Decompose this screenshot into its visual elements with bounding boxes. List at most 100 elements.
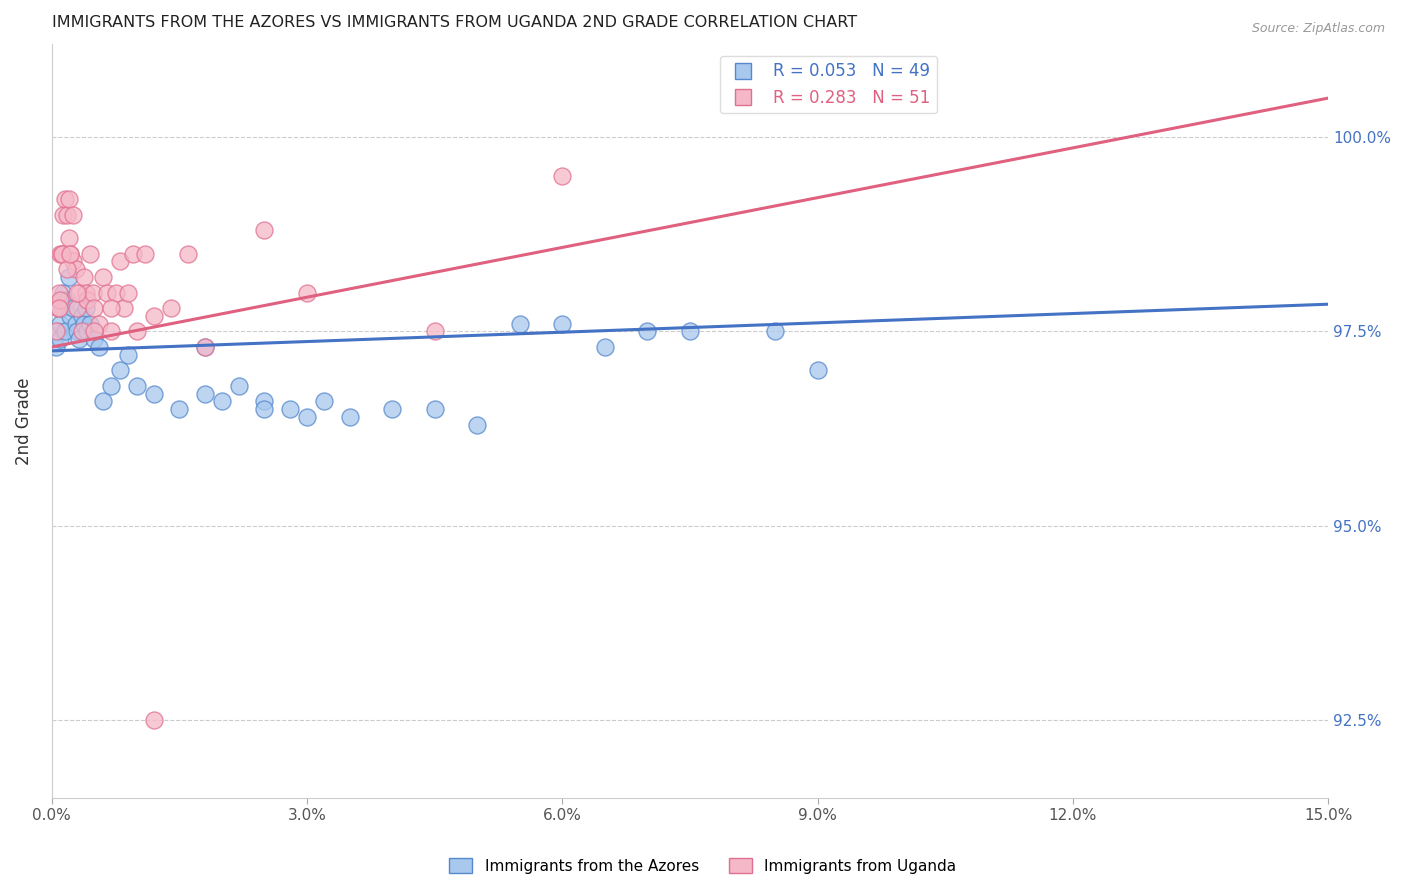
Point	[58, 270, 80, 285]
Point	[117, 285, 139, 300]
Point	[49, 293, 72, 308]
Point	[108, 254, 131, 268]
Legend: Immigrants from the Azores, Immigrants from Uganda: Immigrants from the Azores, Immigrants f…	[443, 852, 963, 880]
Point	[339, 409, 361, 424]
Point	[79, 317, 101, 331]
Point	[763, 325, 786, 339]
Point	[75, 285, 97, 300]
Point	[59, 246, 82, 260]
Point	[104, 285, 127, 300]
Point	[87, 340, 110, 354]
Point	[91, 394, 114, 409]
Point	[312, 394, 335, 409]
Point	[194, 386, 217, 401]
Point	[56, 208, 79, 222]
Point	[53, 192, 76, 206]
Point	[295, 409, 318, 424]
Point	[45, 325, 67, 339]
Point	[142, 309, 165, 323]
Point	[551, 317, 574, 331]
Point	[177, 246, 200, 260]
Point	[76, 293, 98, 308]
Point	[100, 301, 122, 315]
Point	[96, 285, 118, 300]
Point	[211, 394, 233, 409]
Point	[253, 402, 276, 417]
Point	[194, 340, 217, 354]
Point	[100, 379, 122, 393]
Point	[121, 246, 143, 260]
Point	[423, 325, 446, 339]
Text: IMMIGRANTS FROM THE AZORES VS IMMIGRANTS FROM UGANDA 2ND GRADE CORRELATION CHART: IMMIGRANTS FROM THE AZORES VS IMMIGRANTS…	[52, 15, 856, 30]
Point	[53, 325, 76, 339]
Point	[65, 317, 87, 331]
Point	[66, 285, 89, 300]
Point	[73, 270, 96, 285]
Point	[51, 301, 73, 315]
Point	[49, 317, 72, 331]
Point	[509, 317, 531, 331]
Point	[125, 379, 148, 393]
Point	[228, 379, 250, 393]
Point	[66, 301, 89, 315]
Point	[82, 285, 104, 300]
Point	[65, 262, 87, 277]
Text: Source: ZipAtlas.com: Source: ZipAtlas.com	[1251, 22, 1385, 36]
Point	[73, 317, 96, 331]
Point	[381, 402, 404, 417]
Point	[48, 285, 70, 300]
Point	[100, 325, 122, 339]
Point	[48, 301, 70, 315]
Point	[91, 270, 114, 285]
Point	[636, 325, 658, 339]
Point	[806, 363, 828, 377]
Point	[48, 301, 70, 315]
Point	[59, 309, 82, 323]
Point	[253, 223, 276, 237]
Point	[58, 192, 80, 206]
Point	[51, 246, 73, 260]
Point	[142, 714, 165, 728]
Point	[112, 301, 135, 315]
Point	[46, 325, 69, 339]
Point	[49, 246, 72, 260]
Point	[465, 417, 488, 432]
Legend: R = 0.053   N = 49, R = 0.283   N = 51: R = 0.053 N = 49, R = 0.283 N = 51	[720, 56, 936, 113]
Point	[117, 348, 139, 362]
Point	[49, 332, 72, 346]
Point	[83, 325, 105, 339]
Point	[134, 246, 156, 260]
Point	[83, 301, 105, 315]
Point	[295, 285, 318, 300]
Point	[67, 332, 90, 346]
Point	[56, 293, 79, 308]
Point	[46, 301, 69, 315]
Point	[160, 301, 183, 315]
Point	[70, 325, 93, 339]
Y-axis label: 2nd Grade: 2nd Grade	[15, 377, 32, 465]
Point	[67, 285, 90, 300]
Point	[62, 301, 84, 315]
Point	[62, 208, 84, 222]
Point	[52, 285, 75, 300]
Point	[62, 254, 84, 268]
Point	[125, 325, 148, 339]
Point	[108, 363, 131, 377]
Point	[58, 231, 80, 245]
Point	[679, 325, 702, 339]
Point	[169, 402, 191, 417]
Point	[76, 325, 98, 339]
Point	[194, 340, 217, 354]
Point	[79, 246, 101, 260]
Point	[52, 208, 75, 222]
Point	[551, 169, 574, 183]
Point	[70, 309, 93, 323]
Point	[56, 262, 79, 277]
Point	[87, 317, 110, 331]
Point	[423, 402, 446, 417]
Point	[45, 340, 67, 354]
Point	[83, 332, 105, 346]
Point	[142, 386, 165, 401]
Point	[253, 394, 276, 409]
Point	[75, 301, 97, 315]
